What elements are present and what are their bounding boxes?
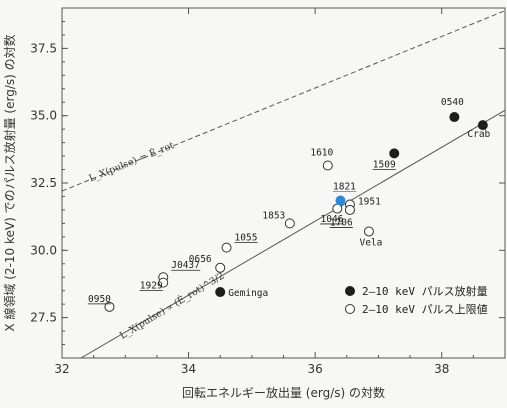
x-tick-label: 32 [54,362,69,376]
point-geminga [215,287,226,298]
point-1046 [344,204,355,215]
point-1821 [335,195,346,206]
point-label-j0437: J0437 [171,260,200,271]
legend-label-filled: 2–10 keV パルス放射量 [362,284,488,298]
point-1610 [322,160,333,171]
point-label-0656: 0656 [189,254,212,265]
y-tick-label: 27.5 [30,311,57,325]
x-tick-label: 36 [308,362,323,376]
point-0656 [215,262,226,273]
point-label-1610: 1610 [310,148,333,159]
y-tick-label: 30.0 [30,243,57,257]
point-1929 [158,277,169,288]
point-1055 [221,242,232,253]
point-1853 [284,218,295,229]
point-crab [477,120,488,131]
point-label-1509: 1509 [373,159,396,170]
point-label-1821: 1821 [333,182,356,193]
legend: 2–10 keV パルス放射量 2–10 keV パルス上限値 [345,284,488,316]
y-tick-label: 32.5 [30,176,57,190]
point-label-crab: Crab [467,129,490,140]
point-0540 [449,112,460,123]
point-label-geminga: Geminga [228,288,268,299]
point-label-0540: 0540 [441,97,464,108]
x-tick-label: 38 [434,362,449,376]
x-tick-label: 34 [181,362,196,376]
point-label-1853: 1853 [262,210,285,221]
point-label-1951: 1951 [358,197,381,208]
legend-label-open: 2–10 keV パルス上限値 [362,303,488,316]
point-1509 [389,148,400,159]
axes: 32 34 36 38 27.5 30.0 32.5 35.0 37.5 回転エネルギー放出量 (… [2,8,505,400]
point-label-1929: 1929 [140,281,163,292]
point-label-1046: 1046 [321,214,344,225]
x-axis-label: 回転エネルギー放出量 (erg/s) の対数 [182,385,385,400]
y-axis-label: X 線領域 (2-10 keV) でのパルス放射量 (erg/s) の対数 [2,34,17,331]
point-label-0950: 0950 [88,294,111,305]
legend-marker-filled [345,286,355,296]
reference-lines [62,10,505,358]
point-label-vela: Vela [359,237,382,248]
line-three-halves [80,109,505,358]
point-label-1706: 1706 [330,218,353,229]
data-marks [104,112,488,312]
y-tick-label: 37.5 [30,41,57,55]
y-tick-label: 35.0 [30,109,57,123]
point-label-1055: 1055 [235,233,258,244]
legend-marker-open [345,304,355,314]
point-vela [363,226,374,237]
point-0950 [104,301,115,312]
